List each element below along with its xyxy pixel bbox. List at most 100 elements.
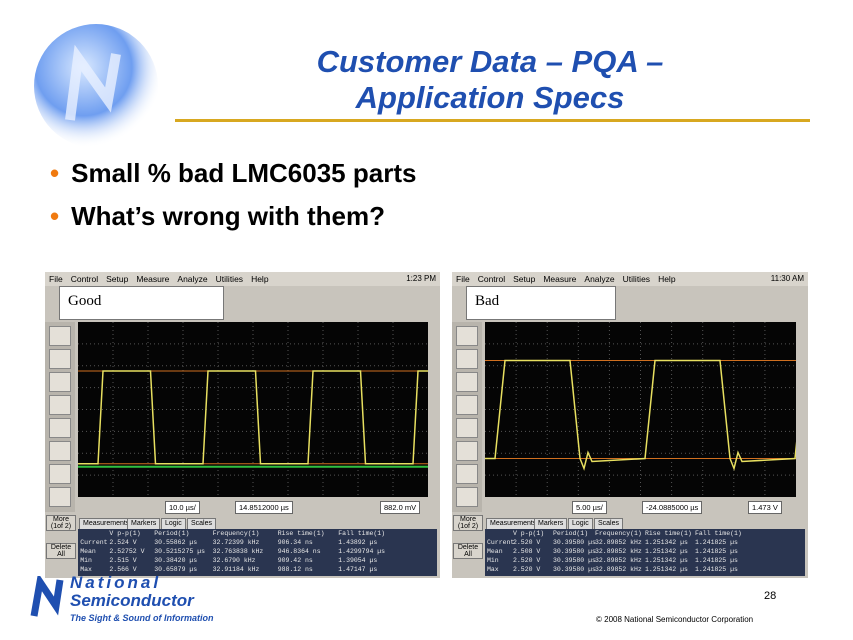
menu-item: Measure xyxy=(136,274,170,284)
table-cell: 30.38420 µs xyxy=(154,557,198,564)
table-cell: 32.72399 kHz xyxy=(212,539,260,546)
measurement-table: V p-p(1) Period(1) Frequency(1) Rise time(1… xyxy=(78,529,437,576)
table-cell: 1.251342 µs xyxy=(645,548,688,555)
tool-icon xyxy=(49,418,71,438)
table-cell: 32.89852 kHz xyxy=(595,557,642,564)
menu-bar: File Control Setup Measure Analyze Utilities H… xyxy=(45,272,440,286)
table-cell: V p-p(1) xyxy=(109,530,141,537)
table-cell: 1.241825 µs xyxy=(695,566,738,573)
table-cell: 1.39054 µs xyxy=(338,557,378,564)
table-cell: 1.241825 µs xyxy=(695,557,738,564)
clock: 11:30 AM xyxy=(770,274,804,283)
table-cell: 32.89852 kHz xyxy=(595,566,642,573)
scope-screen xyxy=(78,322,428,497)
tool-icon xyxy=(456,372,478,392)
side-button: Delete All xyxy=(46,543,76,559)
table-cell: Rise time(1) xyxy=(277,530,325,537)
tool-icon xyxy=(49,395,71,415)
tool-icon xyxy=(456,395,478,415)
bullet: What’s wrong with them? xyxy=(50,201,385,232)
table-cell: 30.39580 µs xyxy=(553,548,596,555)
table-cell: 30.39580 µs xyxy=(553,566,596,573)
menu-item: Help xyxy=(658,274,676,284)
clock: 1:23 PM xyxy=(406,274,436,283)
table-cell: Period(1) xyxy=(154,530,190,537)
copyright: © 2008 National Semiconductor Corporatio… xyxy=(596,615,754,624)
tool-icon xyxy=(49,487,71,507)
menu-item: File xyxy=(49,274,63,284)
logo-mark xyxy=(30,576,64,617)
logo-line: National xyxy=(70,573,162,592)
table-cell: 1.43892 µs xyxy=(338,539,378,546)
table-cell: 988.12 ns xyxy=(277,566,313,573)
tool-icon xyxy=(49,326,71,346)
waveform-trace xyxy=(78,370,428,465)
trigger-field: 882.0 mV xyxy=(380,501,421,514)
table-cell: Fall time(1) xyxy=(338,530,386,537)
title-rule xyxy=(175,119,810,122)
table-cell: 909.42 ns xyxy=(277,557,313,564)
table-cell: V p-p(1) xyxy=(513,530,545,537)
table-cell: 2.508 V xyxy=(513,548,541,555)
table-cell: Max xyxy=(80,566,92,573)
table-cell: 1.251342 µs xyxy=(645,557,688,564)
menu-item: Setup xyxy=(106,274,129,284)
table-cell: Frequency(1) xyxy=(212,530,260,537)
table-cell: Current xyxy=(487,539,515,546)
menu-item: Analyze xyxy=(177,274,208,284)
logo-line: Semiconductor xyxy=(70,591,194,610)
table-cell: 1.241825 µs xyxy=(695,539,738,546)
table-cell: 1.251342 µs xyxy=(645,539,688,546)
delay-field: -24.0885000 µs xyxy=(642,501,703,514)
table-cell: 2.520 V xyxy=(513,539,541,546)
tool-icon xyxy=(49,441,71,461)
tool-icon xyxy=(456,487,478,507)
screen-bg xyxy=(485,322,796,497)
table-cell: 32.91184 kHz xyxy=(212,566,260,573)
bullet: Small % bad LMC6035 parts xyxy=(50,158,416,189)
table-cell: Period(1) xyxy=(553,530,589,537)
measurement-table: V p-p(1) Period(1) Frequency(1) Rise time(1… xyxy=(485,529,805,576)
logo-tagline: The Sight & Sound of Information xyxy=(70,613,214,623)
tool-icon xyxy=(456,349,478,369)
table-cell: 2.524 V xyxy=(109,539,137,546)
timebase-field: 10.0 µs/ xyxy=(165,501,200,514)
menu-item: Measure xyxy=(543,274,577,284)
scope-screen xyxy=(485,322,796,497)
table-cell: 1.241825 µs xyxy=(695,548,738,555)
tool-icon xyxy=(456,464,478,484)
table-cell: 1.4299794 µs xyxy=(338,548,386,555)
menu-item: Control xyxy=(70,274,99,284)
table-cell: 30.65879 µs xyxy=(154,566,198,573)
side-button: More (1of 2) xyxy=(46,515,76,531)
menu-item: File xyxy=(456,274,470,284)
waveform-label: Bad xyxy=(466,286,616,320)
table-cell: 2.566 V xyxy=(109,566,137,573)
table-cell: 32.6790 kHz xyxy=(212,557,256,564)
table-cell: 2.520 V xyxy=(513,557,541,564)
menu-item: Utilities xyxy=(622,274,651,284)
delay-field: 14.8512000 µs xyxy=(235,501,293,514)
table-cell: Mean xyxy=(487,548,503,555)
menu-item: Analyze xyxy=(584,274,615,284)
menu-bar: File Control Setup Measure Analyze Utilities H… xyxy=(452,272,808,286)
table-cell: 30.55862 µs xyxy=(154,539,198,546)
table-cell: Mean xyxy=(80,548,96,555)
table-cell: 30.5215275 µs xyxy=(154,548,205,555)
menu-item: Setup xyxy=(513,274,536,284)
tool-icon xyxy=(456,441,478,461)
table-cell: 32.89852 kHz xyxy=(595,548,642,555)
scope-screenshot: File Control Setup Measure Analyze Utilities H… xyxy=(452,272,808,578)
side-button: Delete All xyxy=(453,543,483,559)
table-cell: 30.39580 µs xyxy=(553,557,596,564)
title-line: Application Specs xyxy=(355,80,625,115)
screen-bg xyxy=(78,322,428,497)
trigger-field: 1.473 V xyxy=(748,501,782,514)
table-cell: 1.251342 µs xyxy=(645,566,688,573)
logo-globe xyxy=(34,24,158,148)
table-cell: 2.515 V xyxy=(109,557,137,564)
timebase-field: 5.00 µs/ xyxy=(572,501,607,514)
scope-screenshot: File Control Setup Measure Analyze Utilities H… xyxy=(45,272,440,578)
table-cell: Current xyxy=(80,539,108,546)
